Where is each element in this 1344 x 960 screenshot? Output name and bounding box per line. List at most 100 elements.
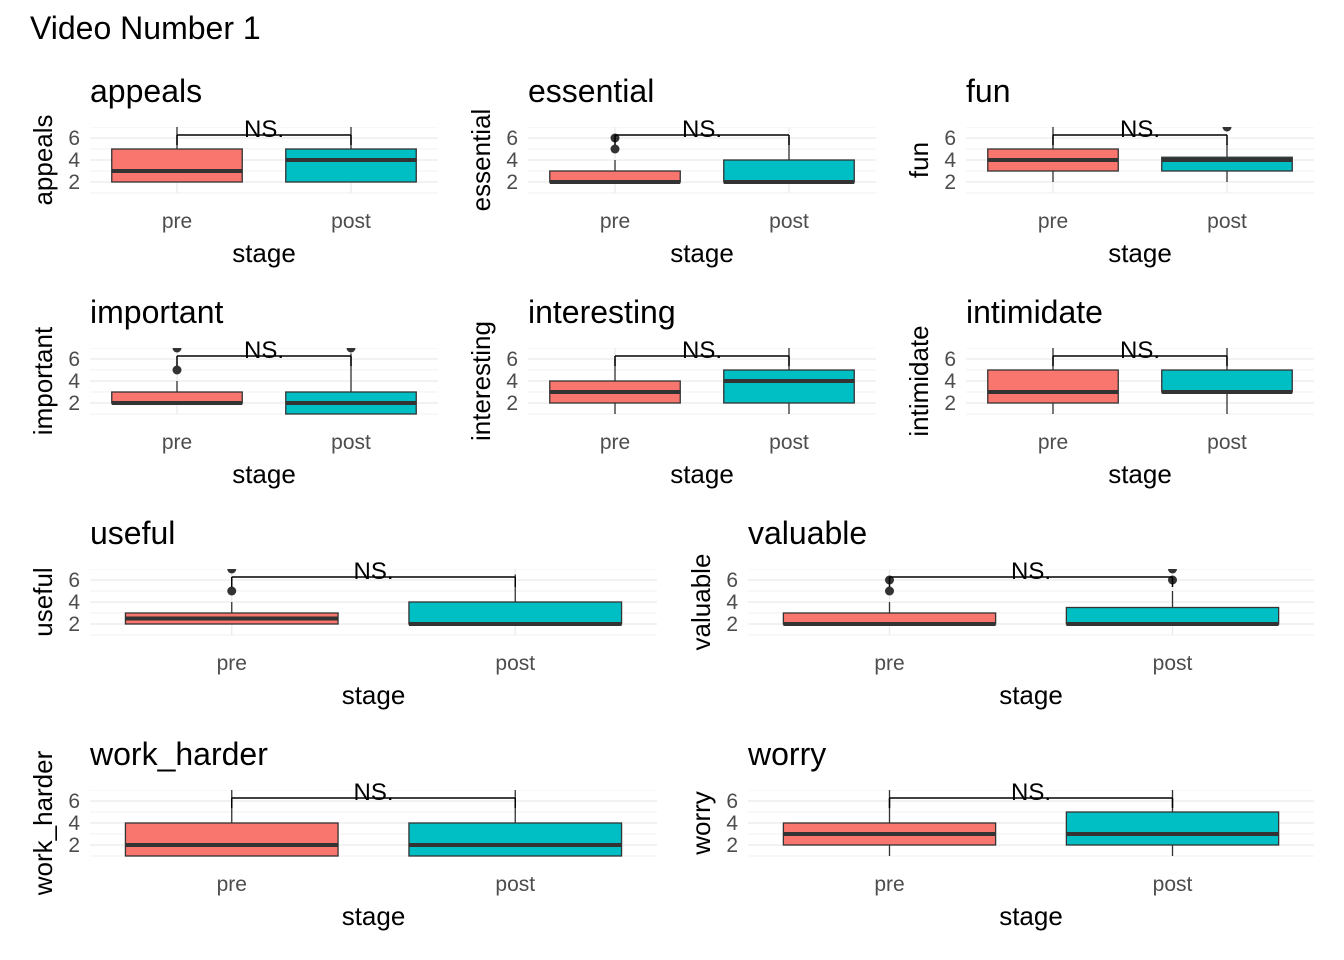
y-tick-label: 4	[944, 149, 956, 172]
x-axis-title: stage	[670, 238, 734, 268]
y-tick-label: 2	[506, 392, 518, 415]
y-tick-label: 6	[944, 127, 956, 150]
significance-label: NS.	[353, 779, 393, 806]
y-tick-label: 2	[726, 834, 738, 857]
x-axis-title: stage	[232, 459, 296, 489]
x-tick-label: post	[769, 210, 809, 233]
clip-strip	[522, 308, 882, 348]
panel-essential: NS. essential 246 pre post stage essential	[466, 73, 882, 268]
x-axis-title: stage	[1108, 238, 1172, 268]
x-tick-label: pre	[600, 210, 630, 233]
x-tick-label: pre	[1038, 210, 1068, 233]
y-axis-title: interesting	[466, 321, 496, 441]
y-tick-label: 4	[68, 591, 80, 614]
y-tick-label: 6	[726, 569, 738, 592]
outlier-point	[610, 144, 620, 154]
panel-worry: NS. worry 246 pre post stage worry	[686, 736, 1320, 931]
y-axis-title: important	[28, 326, 58, 435]
clip-strip	[742, 529, 1320, 569]
outlier-point	[885, 586, 894, 596]
panel-title: appeals	[90, 73, 202, 109]
y-tick-label: 4	[506, 370, 518, 393]
y-tick-label: 4	[506, 149, 518, 172]
significance-label: NS.	[1011, 558, 1051, 585]
panel-fun: NS. fun 246 pre post stage fun	[904, 73, 1320, 268]
x-tick-label: pre	[217, 652, 247, 675]
x-tick-label: post	[1153, 873, 1193, 896]
y-axis-title: essential	[466, 109, 496, 212]
significance-label: NS.	[353, 558, 393, 585]
x-axis-title: stage	[342, 680, 406, 710]
x-tick-label: pre	[217, 873, 247, 896]
y-tick-label: 6	[506, 127, 518, 150]
box-post	[723, 369, 855, 404]
x-tick-label: pre	[874, 652, 904, 675]
y-axis-title: useful	[28, 567, 58, 636]
panel-intimidate: NS. intimidate 246 pre post stage intimidate	[904, 294, 1320, 489]
box-post	[1065, 606, 1280, 625]
x-tick-label: post	[495, 873, 535, 896]
figure-title: Video Number 1	[30, 10, 261, 46]
y-tick-label: 2	[68, 834, 80, 857]
clip-strip	[742, 750, 1320, 790]
outlier-point	[227, 586, 237, 596]
y-axis-title: intimidate	[904, 325, 934, 436]
box-post	[285, 148, 417, 183]
x-tick-label: pre	[162, 431, 192, 454]
panel-title: important	[90, 294, 224, 330]
clip-strip	[84, 750, 663, 790]
panel-work_harder: NS. work_harder 246 pre post stage work_harder	[28, 736, 663, 931]
y-tick-label: 2	[944, 171, 956, 194]
x-axis-title: stage	[999, 680, 1063, 710]
y-tick-label: 4	[944, 370, 956, 393]
y-tick-label: 4	[726, 812, 738, 835]
significance-label: NS.	[682, 337, 722, 364]
outlier-point	[172, 365, 182, 375]
panel-appeals: NS. appeals 246 pre post stage appeals	[28, 73, 444, 268]
x-tick-label: post	[331, 210, 371, 233]
y-tick-label: 2	[506, 171, 518, 194]
box-pre	[111, 148, 243, 183]
box-post	[408, 822, 623, 857]
significance-label: NS.	[244, 116, 284, 143]
significance-label: NS.	[1120, 116, 1160, 143]
y-axis-title: fun	[904, 142, 934, 178]
clip-strip	[522, 87, 882, 127]
y-tick-label: 6	[68, 127, 80, 150]
y-axis-title: valuable	[686, 554, 716, 651]
x-axis-title: stage	[999, 901, 1063, 931]
clip-strip	[84, 308, 444, 348]
clip-strip	[84, 529, 663, 569]
box-post	[1161, 369, 1293, 393]
significance-label: NS.	[1011, 779, 1051, 806]
box-post	[408, 601, 623, 625]
clip-strip	[84, 87, 444, 127]
x-tick-label: post	[1207, 210, 1247, 233]
x-tick-label: post	[1153, 652, 1193, 675]
x-tick-label: post	[495, 652, 535, 675]
x-tick-label: pre	[600, 431, 630, 454]
y-tick-label: 6	[506, 348, 518, 371]
panel-title: work_harder	[89, 736, 268, 772]
x-tick-label: post	[769, 431, 809, 454]
y-axis-title: appeals	[28, 114, 58, 205]
x-tick-label: post	[1207, 431, 1247, 454]
y-tick-label: 2	[68, 171, 80, 194]
y-tick-label: 4	[68, 149, 80, 172]
y-axis-title: worry	[686, 791, 716, 856]
y-tick-label: 2	[68, 613, 80, 636]
x-tick-label: pre	[1038, 431, 1068, 454]
y-tick-label: 4	[726, 591, 738, 614]
x-axis-title: stage	[1108, 459, 1172, 489]
box-post	[1065, 811, 1280, 846]
x-tick-label: post	[331, 431, 371, 454]
y-tick-label: 2	[944, 392, 956, 415]
significance-label: NS.	[682, 116, 722, 143]
panel-title: valuable	[748, 515, 867, 551]
y-tick-label: 4	[68, 370, 80, 393]
panel-title: interesting	[528, 294, 676, 330]
y-tick-label: 4	[68, 812, 80, 835]
